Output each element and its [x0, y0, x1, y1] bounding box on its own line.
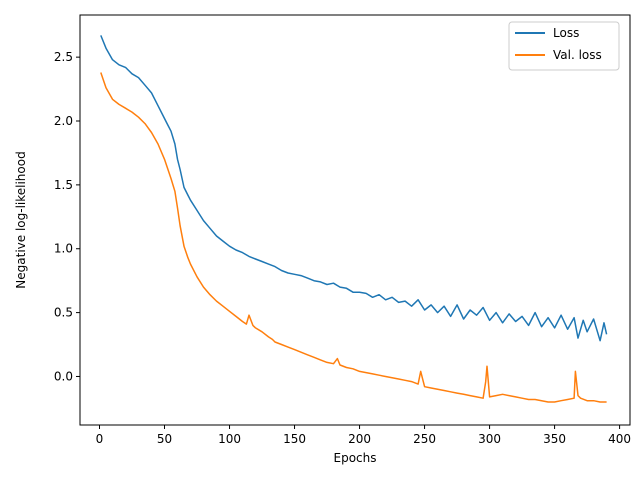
x-axis-ticks: 0 50 100 150 200 250 300 350 400	[96, 425, 631, 446]
x-tick-label: 50	[157, 432, 172, 446]
x-tick-label: 150	[283, 432, 306, 446]
x-tick-label: 200	[348, 432, 371, 446]
y-axis-label: Negative log-likelihood	[14, 151, 28, 288]
y-axis-ticks: 0.0 0.5 1.0 1.5 2.0 2.5	[54, 50, 80, 383]
legend-label-val-loss: Val. loss	[553, 48, 602, 62]
x-tick-label: 0	[96, 432, 104, 446]
y-tick-label: 2.5	[54, 50, 73, 64]
plot-lines	[100, 35, 608, 403]
legend-label-loss: Loss	[553, 26, 579, 40]
x-tick-label: 400	[608, 432, 631, 446]
series-line-loss	[100, 35, 608, 342]
y-tick-label: 2.0	[54, 114, 73, 128]
x-tick-label: 250	[413, 432, 436, 446]
y-tick-label: 0.0	[54, 369, 73, 383]
x-tick-label: 100	[218, 432, 241, 446]
y-tick-label: 0.5	[54, 306, 73, 320]
legend: Loss Val. loss	[508, 21, 620, 71]
x-tick-label: 350	[543, 432, 566, 446]
y-tick-label: 1.5	[54, 178, 73, 192]
y-tick-label: 1.0	[54, 242, 73, 256]
plot-frame	[79, 14, 631, 426]
x-axis-label: Epochs	[334, 451, 377, 465]
x-tick-label: 300	[478, 432, 501, 446]
series-line-val-loss	[100, 72, 607, 403]
